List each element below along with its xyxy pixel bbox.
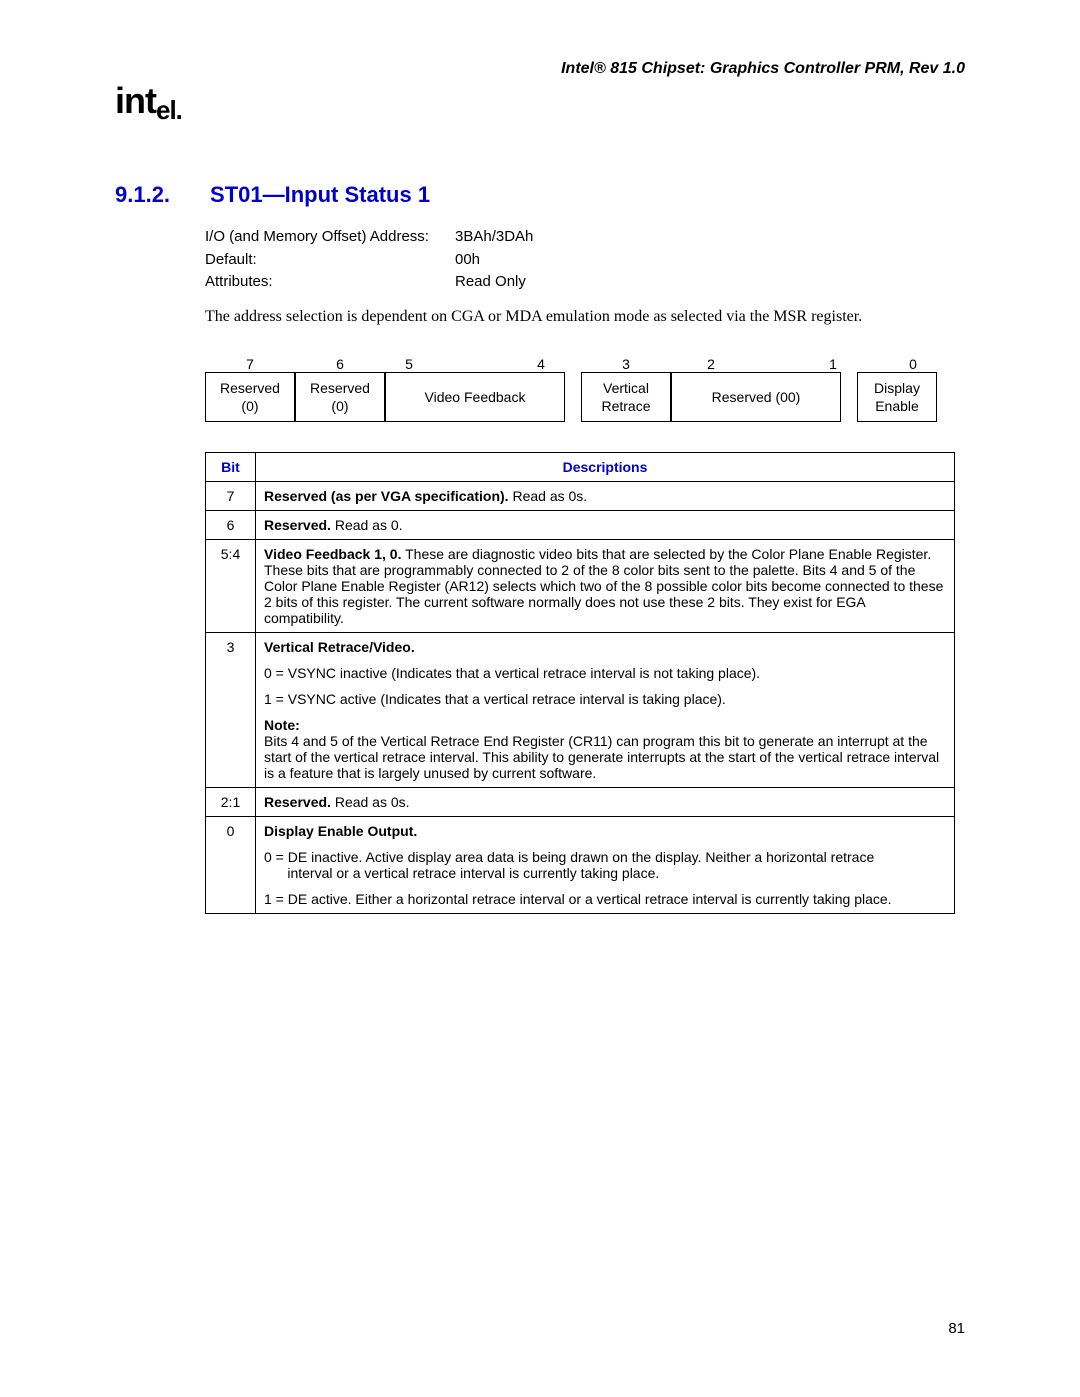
intel-logo: intel. [115, 80, 965, 122]
description-cell: Display Enable Output.0 = DE inactive. A… [256, 816, 955, 913]
section-number: 9.1.2. [115, 182, 170, 208]
bit-number [735, 356, 809, 372]
table-row: 7Reserved (as per VGA specification). Re… [206, 481, 955, 510]
table-row: 6Reserved. Read as 0. [206, 510, 955, 539]
bit-number: 6 [295, 356, 385, 372]
table-row: 0Display Enable Output.0 = DE inactive. … [206, 816, 955, 913]
meta-label: Attributes: [205, 271, 455, 294]
description-paragraph: The address selection is dependent on CG… [205, 308, 965, 326]
bit-number [857, 356, 873, 372]
bit-cell: 7 [206, 481, 256, 510]
bit-field-box: VerticalRetrace [581, 372, 671, 422]
bit-number: 1 [809, 356, 857, 372]
section-title: ST01—Input Status 1 [210, 182, 430, 208]
logo-sub: el. [156, 95, 182, 125]
bit-cell: 0 [206, 816, 256, 913]
description-cell: Reserved. Read as 0. [256, 510, 955, 539]
bit-number [565, 356, 581, 372]
descriptions-table: Bit Descriptions 7Reserved (as per VGA s… [205, 452, 955, 914]
meta-row: I/O (and Memory Offset) Address: 3BAh/3D… [205, 226, 965, 249]
bit-field-box: Reserved (00) [671, 372, 841, 422]
description-cell: Vertical Retrace/Video.0 = VSYNC inactiv… [256, 632, 955, 787]
section-heading: 9.1.2. ST01—Input Status 1 [115, 182, 965, 208]
bit-boxes-row: Reserved(0)Reserved(0)Video FeedbackVert… [205, 372, 955, 422]
table-row: 5:4Video Feedback 1, 0. These are diagno… [206, 539, 955, 632]
meta-value: 3BAh/3DAh [455, 226, 533, 249]
description-cell: Reserved. Read as 0s. [256, 787, 955, 816]
bit-number [433, 356, 517, 372]
bit-number: 0 [873, 356, 953, 372]
header-doc-title: Intel® 815 Chipset: Graphics Controller … [561, 60, 965, 78]
description-cell: Video Feedback 1, 0. These are diagnosti… [256, 539, 955, 632]
meta-value: Read Only [455, 271, 526, 294]
table-row: 3Vertical Retrace/Video.0 = VSYNC inacti… [206, 632, 955, 787]
bit-number: 5 [385, 356, 433, 372]
bit-field-box: DisplayEnable [857, 372, 937, 422]
bit-cell: 3 [206, 632, 256, 787]
table-header-bit: Bit [206, 452, 256, 481]
description-cell: Reserved (as per VGA specification). Rea… [256, 481, 955, 510]
bit-diagram: 76543210 Reserved(0)Reserved(0)Video Fee… [205, 356, 955, 422]
page-number: 81 [948, 1320, 965, 1337]
bit-number: 7 [205, 356, 295, 372]
bit-field-box: Video Feedback [385, 372, 565, 422]
bit-cell: 2:1 [206, 787, 256, 816]
bit-number: 3 [581, 356, 671, 372]
table-row: 2:1Reserved. Read as 0s. [206, 787, 955, 816]
meta-row: Default: 00h [205, 249, 965, 272]
register-meta: I/O (and Memory Offset) Address: 3BAh/3D… [205, 226, 965, 294]
logo-main: int [115, 80, 156, 121]
bit-field-box: Reserved(0) [205, 372, 295, 422]
bit-number: 4 [517, 356, 565, 372]
meta-row: Attributes: Read Only [205, 271, 965, 294]
bit-cell: 5:4 [206, 539, 256, 632]
document-page: Intel® 815 Chipset: Graphics Controller … [0, 0, 1080, 1397]
table-header-desc: Descriptions [256, 452, 955, 481]
meta-label: I/O (and Memory Offset) Address: [205, 226, 455, 249]
meta-label: Default: [205, 249, 455, 272]
bit-number [671, 356, 687, 372]
bit-gap [565, 372, 581, 422]
bit-gap [841, 372, 857, 422]
bit-field-box: Reserved(0) [295, 372, 385, 422]
bit-cell: 6 [206, 510, 256, 539]
bit-numbers-row: 765 432 10 [205, 356, 955, 372]
meta-value: 00h [455, 249, 480, 272]
table-header-row: Bit Descriptions [206, 452, 955, 481]
bit-number: 2 [687, 356, 735, 372]
